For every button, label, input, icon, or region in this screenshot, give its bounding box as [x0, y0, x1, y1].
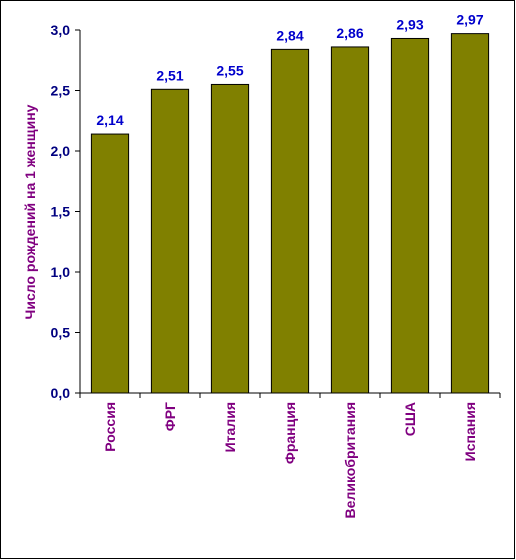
x-tick-label: Италия	[222, 402, 238, 452]
y-tick-label: 0,5	[51, 325, 71, 341]
bar-5	[330, 46, 370, 394]
y-tick-label: 0,0	[51, 385, 71, 401]
bar-1	[90, 133, 130, 394]
data-label: 2,14	[96, 112, 123, 128]
data-label: 2,97	[456, 12, 483, 28]
x-tick-label: Испания	[462, 402, 478, 461]
bar-6	[390, 37, 430, 394]
y-tick-label: 2,0	[51, 143, 71, 159]
x-tick-label: Россия	[102, 402, 118, 452]
plot-area: 0,0 0,5 1,0 1,5 2,0 2,5 3,0 2,14 Россия 2,51 ФРГ 2,…	[51, 12, 501, 518]
x-tick-label: ФРГ	[162, 402, 178, 431]
data-label: 2,84	[276, 27, 303, 43]
y-tick-label: 1,5	[51, 204, 71, 220]
x-tick-label: США	[402, 402, 418, 436]
bar-4	[270, 48, 310, 394]
data-label: 2,86	[336, 25, 363, 41]
data-label: 2,55	[216, 62, 243, 78]
bar-3	[210, 83, 250, 394]
y-axis-title: Число рождений на 1 женщину	[22, 104, 38, 319]
bar-7	[450, 33, 490, 394]
y-tick-label: 1,0	[51, 264, 71, 280]
data-label: 2,51	[156, 67, 183, 83]
y-tick-label: 2,5	[51, 83, 71, 99]
x-tick-label: Франция	[282, 402, 298, 464]
bar-2	[150, 88, 190, 394]
data-label: 2,93	[396, 16, 423, 32]
y-tick-label: 3,0	[51, 22, 71, 38]
x-tick-label: Великобритания	[342, 402, 358, 518]
